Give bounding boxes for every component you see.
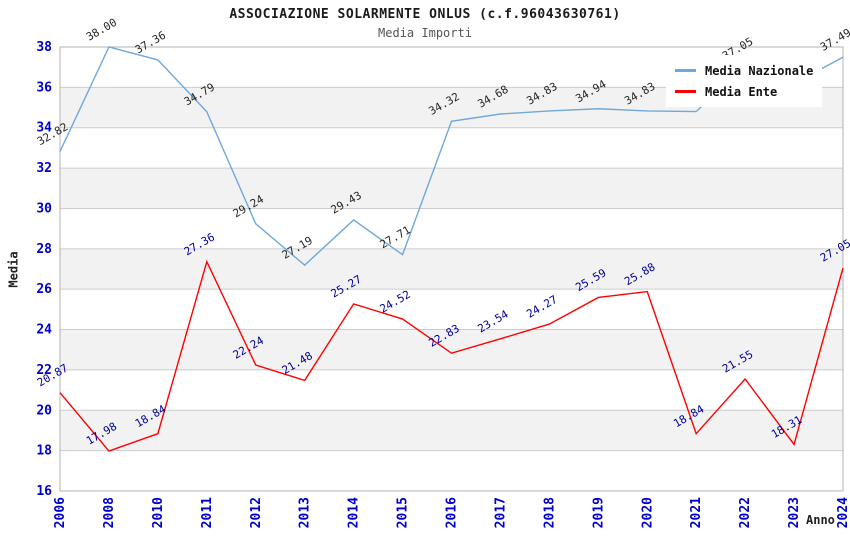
x-tick-label: 2018 — [542, 497, 557, 528]
background-band — [60, 329, 843, 370]
x-tick-label: 2020 — [640, 497, 655, 528]
series-line-media-ente — [59, 259, 844, 452]
background-band — [60, 410, 843, 451]
x-tick-label: 2016 — [445, 497, 460, 528]
x-tick-label: 2010 — [151, 497, 166, 528]
y-tick-label: 20 — [36, 403, 52, 418]
x-tick-label: 2013 — [298, 497, 313, 528]
y-tick-label: 28 — [36, 242, 52, 257]
y-tick-label: 16 — [36, 484, 52, 499]
x-tick-label: 2024 — [836, 497, 850, 528]
data-point-label: 27.71 — [378, 223, 413, 251]
legend-line-swatch-blue — [675, 69, 696, 72]
y-tick-label: 26 — [36, 282, 52, 297]
x-tick-label: 2021 — [689, 497, 704, 528]
x-axis-title: Anno — [806, 513, 835, 527]
data-point-label: 24.27 — [524, 293, 559, 321]
y-tick-label: 32 — [36, 161, 52, 176]
y-tick-label: 22 — [36, 363, 52, 378]
legend-item-media-ente: Media Ente — [675, 81, 813, 102]
y-tick-label: 34 — [36, 121, 52, 136]
y-tick-label: 36 — [36, 80, 52, 95]
y-tick-label: 18 — [36, 444, 52, 459]
legend: Media Nazionale Media Ente — [666, 55, 823, 107]
legend-item-media-nazionale: Media Nazionale — [675, 60, 813, 81]
x-tick-label: 2015 — [396, 497, 411, 528]
background-band — [60, 168, 843, 209]
data-point-label: 37.49 — [818, 26, 850, 54]
chart-title: ASSOCIAZIONE SOLARMENTE ONLUS (c.f.96043… — [229, 7, 621, 22]
y-tick-label: 38 — [36, 40, 52, 55]
legend-label: Media Ente — [705, 84, 778, 99]
x-tick-label: 2019 — [591, 497, 606, 528]
x-tick-label: 2011 — [200, 497, 215, 528]
x-tick-label: 2006 — [53, 497, 68, 528]
x-tick-label: 2017 — [493, 497, 508, 528]
x-tick-label: 2008 — [102, 497, 117, 528]
chart-subtitle: Media Importi — [378, 26, 472, 40]
data-point-label: 37.36 — [133, 29, 168, 57]
y-tick-label: 30 — [36, 201, 52, 216]
data-point-label: 24.52 — [378, 288, 413, 316]
x-tick-label: 2022 — [738, 497, 753, 528]
data-point-label: 38.00 — [84, 16, 119, 44]
y-tick-label: 24 — [36, 323, 52, 338]
legend-line-swatch-red — [675, 90, 696, 93]
legend-label: Media Nazionale — [705, 63, 814, 78]
background-band — [60, 248, 843, 290]
x-tick-label: 2012 — [249, 497, 264, 528]
x-tick-label: 2023 — [787, 497, 802, 528]
x-tick-label: 2014 — [347, 497, 362, 528]
